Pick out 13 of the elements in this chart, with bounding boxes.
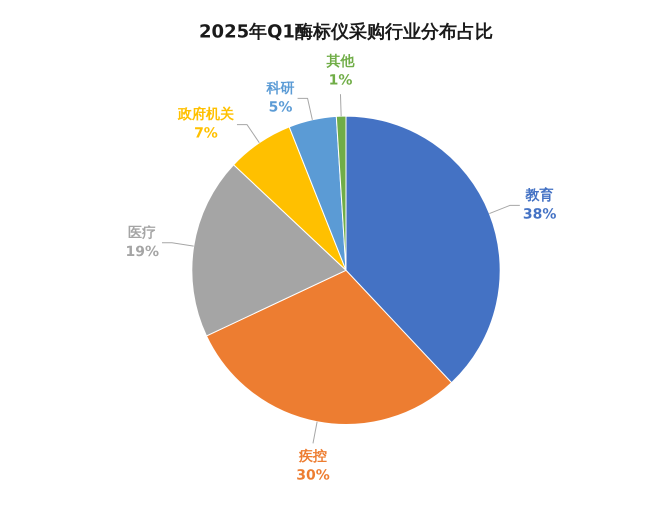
data-label: 19%: [125, 244, 159, 260]
slice-label: 政府机关: [176, 106, 234, 123]
data-label: 30%: [296, 468, 330, 484]
data-label: 38%: [522, 206, 556, 223]
slice-label: 其他: [325, 53, 356, 70]
slice-label: 疾控: [298, 448, 327, 465]
data-label: 5%: [268, 99, 292, 116]
slice-label: 科研: [266, 80, 295, 96]
slice-label: 医疗: [128, 224, 156, 241]
data-label: 7%: [194, 126, 218, 142]
slice-label: 教育: [524, 186, 554, 204]
data-label: 1%: [328, 72, 352, 88]
chart-title: 2025年Q1酶标仪采购行业分布占比: [199, 21, 493, 42]
